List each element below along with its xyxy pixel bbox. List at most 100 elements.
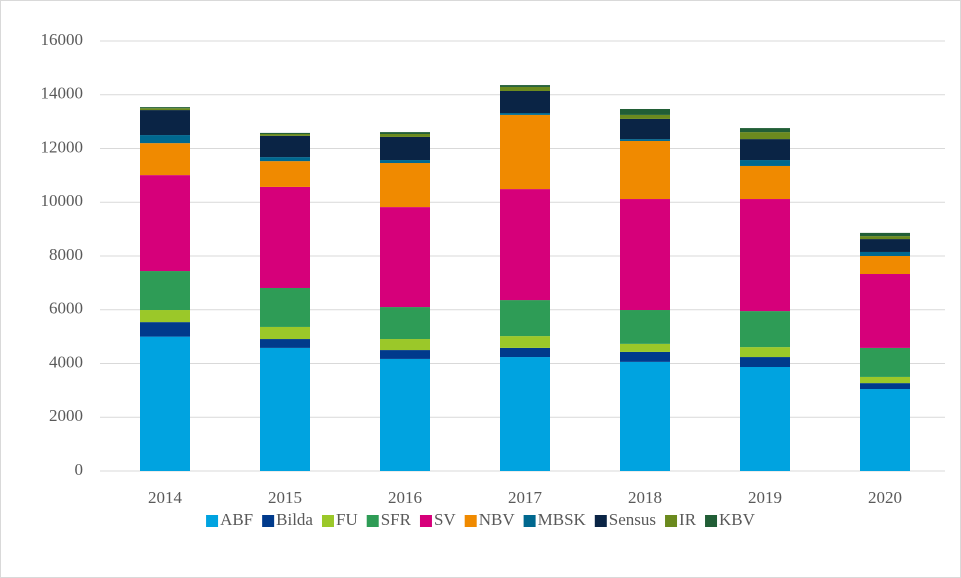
bar-segment [380,163,430,208]
bar-segment [860,347,910,377]
bar-segment [260,186,310,288]
bar-segment [260,161,310,187]
legend-label: Sensus [609,510,656,529]
bar-segment [620,118,670,140]
bar-segment [380,207,430,308]
bar-segment [380,160,430,164]
bar-segment [140,110,190,136]
bar-segment [380,132,430,134]
bar-segment [140,322,190,337]
legend-swatch [206,515,219,527]
bar-segment [380,136,430,161]
legend-label: FU [336,510,358,529]
x-tick-label: 2014 [148,488,183,507]
bar-segment [740,366,790,471]
legend-label: SFR [381,510,412,529]
bar-segment [620,140,670,200]
bar-segment [740,199,790,312]
legend-label: IR [679,510,697,529]
bar-segment [620,343,670,352]
x-tick-label: 2020 [868,488,902,507]
y-tick-label: 12000 [41,137,84,156]
bar-segment [500,357,550,471]
legend-label: Bilda [276,510,313,529]
bar-segment [380,350,430,359]
bar-segment [140,175,190,272]
x-tick-label: 2018 [628,488,662,507]
legend-label: KBV [719,510,756,529]
x-tick-label: 2017 [508,488,543,507]
bar-segment [500,114,550,190]
bar-segment [500,86,550,91]
legend-label: NBV [479,510,516,529]
legend-swatch [366,515,379,527]
x-tick-label: 2019 [748,488,782,507]
bar-segment [260,347,310,471]
bar-segment [500,347,550,358]
bar-segment [740,128,790,133]
bar-segment [860,274,910,348]
bar-segment [860,389,910,471]
y-tick-label: 2000 [49,406,83,425]
bar-segment [740,311,790,348]
bar-segment [620,108,670,115]
bar-segment [620,310,670,344]
bar-segment [140,107,190,109]
legend-swatch [665,515,678,527]
bar-segment [620,139,670,141]
bar-segment [620,351,670,362]
x-tick-label: 2015 [268,488,302,507]
bar-segment [260,326,310,340]
bar-segment [500,85,550,87]
bar-segment [860,256,910,275]
legend-label: MBSK [538,510,587,529]
bar-segment [740,139,790,161]
bar-segment [500,90,550,114]
legend-swatch [321,515,334,527]
bar-segment [140,143,190,176]
bar-segment [260,287,310,327]
bar-segment [140,271,190,311]
bar-segment [860,236,910,240]
bar-segment [140,135,190,144]
bar-segment [740,160,790,166]
bar-segment [860,376,910,384]
bar-segment [860,232,910,237]
bar-segment [380,307,430,340]
bar-segment [260,339,310,348]
legend-label: ABF [220,510,253,529]
legend-label: SV [434,510,456,529]
bar-segment [380,358,430,471]
bar-segment [500,336,550,348]
bar-segment [740,347,790,358]
y-tick-label: 0 [75,460,84,479]
bar-segment [380,133,430,137]
y-tick-label: 10000 [41,191,84,210]
legend-swatch [262,515,275,527]
bar-segment [140,108,190,111]
bar-segment [740,165,790,200]
bar-segment [860,239,910,252]
bar-segment [260,133,310,136]
bar-segment [860,251,910,256]
bar-segment [380,339,430,351]
bar-segment [500,189,550,301]
legend-swatch [594,515,607,527]
bar-segment [620,199,670,311]
bar-segment [500,300,550,337]
y-tick-label: 4000 [49,352,83,371]
legend-swatch [419,515,432,527]
bar-segment [260,135,310,158]
bar-segment [740,132,790,140]
bar-segment [620,361,670,471]
bar-segment [140,336,190,471]
y-tick-label: 16000 [41,30,84,49]
y-tick-label: 8000 [49,245,83,264]
y-tick-label: 6000 [49,299,83,318]
bar-segment [260,132,310,134]
legend-swatch [523,515,536,527]
legend-swatch [705,515,718,527]
bar-segment [140,310,190,323]
y-tick-label: 14000 [41,84,84,103]
